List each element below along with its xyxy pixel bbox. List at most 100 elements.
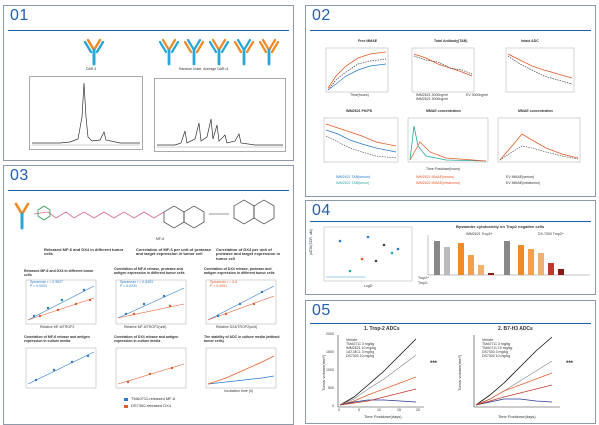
legend-mid-1: IMM2621 3000ng/ml: [416, 97, 448, 101]
legend-right-3: DS7300 3 mg/kg: [482, 350, 509, 354]
panel-02-number: 02: [312, 7, 331, 24]
bystander-bar-chart: [427, 235, 590, 276]
legend-left-1: TMA0711 3 mg/kg: [346, 342, 375, 346]
xlabel-left: Time Postdose(days): [364, 414, 402, 419]
bar-title: Bystander cytotoxicity on Trop2 negative…: [456, 224, 545, 229]
legend-left-4: DS7300 10 mg/kg: [346, 354, 375, 358]
sig-right: ***: [566, 361, 574, 367]
xlabel-right: Time Postdose(days): [498, 414, 536, 419]
ytick-4: 2000: [326, 332, 334, 336]
chart-title-free-mmae: Free MMAE: [358, 39, 378, 43]
chart-title-mmae-conc-1: MMAE concentration: [426, 109, 461, 113]
chart-title-tab: Total Antibody(TAB): [434, 39, 468, 43]
caption-right: Correlation of DX4 per unit of protease …: [216, 247, 281, 261]
legend-left-2: IMM2621 10 mg/kg: [346, 346, 376, 350]
legend-right-2: TMA0711 10 mg/kg: [482, 346, 513, 350]
chart-title-mmae-conc-2: MMAE concentration: [518, 109, 553, 113]
legend-left-3: 1A7-MCL 3 mg/kg: [346, 350, 375, 354]
subtitle-6: The stability of ADC in culture media (w…: [204, 335, 280, 343]
xlab-b: Relative MF-6/TROP2(unit): [124, 325, 167, 329]
legend-bottom-5: EV MMAE(intratumor): [506, 181, 541, 185]
panel-02-rule: [310, 30, 591, 31]
label-random-linker: Random linker, Average DAR=4: [179, 67, 229, 71]
panel-03: 03 MF-6 Released MF-6 and DX4 in differe…: [3, 165, 294, 425]
row-label-trop2pos: Trop2+: [418, 276, 430, 280]
panel-03-rule: [8, 190, 289, 191]
subtitle-1: Released MF-6 and DX4 in different tumor…: [24, 269, 94, 277]
stat-3: Spearman r = 0.8303: [120, 280, 153, 284]
xtick-l-3: 15: [397, 408, 401, 412]
caption-left: Released MF-6 and DX4 in different tumor…: [44, 247, 124, 257]
xlab-c: Relative DX4/TROP2(unit): [216, 325, 258, 329]
panel-05-rule: [310, 323, 591, 324]
legend-blue-swatch: [124, 398, 128, 401]
xlabel-row1: Time(hours): [350, 93, 369, 97]
ylabel-left: Tumor volume(mm³): [321, 354, 326, 391]
legend-right-4: DS7300 10 mg/kg: [482, 354, 511, 358]
stat-1: Spearman r = 0.9527: [30, 280, 63, 284]
legend-red: DS7300-released DX4: [131, 403, 172, 408]
panel-01: 01 DAR 4: [3, 5, 294, 161]
subtitle-3: Correlation of DX4 release, protease and…: [204, 267, 275, 275]
xtick-l-1: 5: [358, 408, 360, 412]
ylabel-right: Tumor volume(mm³): [457, 354, 462, 391]
panel-01-number: 01: [10, 7, 29, 24]
xtick-l-0: 0: [338, 408, 340, 412]
legend-right-0: Vehicle: [482, 338, 494, 342]
legend-blue: TMA0711-released MF-6: [131, 396, 176, 401]
chart-pkpd-row2: [323, 117, 581, 163]
sig-left: ***: [430, 361, 438, 367]
stat-2: P = 0.0001: [30, 284, 47, 288]
xtick-l-4: 20: [416, 408, 420, 412]
panel-04: 04 pIC50(SCR, uM) LogD Bystander cytotox…: [305, 200, 596, 295]
xtick-l-2: 10: [377, 408, 381, 412]
chromatogram-left: [29, 76, 143, 150]
xlab-a: Relative MF-6/TROP2: [40, 325, 75, 329]
panel-03-number: 03: [10, 167, 29, 184]
scatter-xlabel: LogD: [364, 284, 373, 288]
mf6-label: MF-6: [156, 237, 165, 241]
adc-structure-diagram: [14, 199, 275, 230]
row-label-trop2neg: Trop2-: [418, 281, 429, 285]
stat-5: Spearman r = 0.6: [210, 280, 238, 284]
panel-04-number: 04: [312, 202, 331, 219]
chart-title-intact-adc: Intact ADC: [521, 39, 539, 43]
panel-02: 02 Free MMAE Total Antibody(TAB) Intact …: [305, 5, 596, 197]
legend-right-1: TMA0711 3 mg/kg: [482, 342, 511, 346]
panel-05: 05 1. Trop-2 ADCs 2. B7-H3 ADCs Tumor vo…: [305, 300, 596, 424]
logd-scatter: [323, 226, 413, 282]
chart-title-trop2: 1. Trop-2 ADCs: [364, 326, 400, 332]
legend-left-0: Vehicle: [346, 338, 358, 342]
xlab-d: Incubation time (h): [224, 389, 253, 393]
legend-mid-2: EV 3000ng/ml: [466, 93, 488, 97]
chromatogram-right: [154, 78, 286, 152]
legend-bottom-3: IMM2621 TAB(tumor): [336, 181, 370, 185]
subtitle-2: Correlation of MF-6 release, protease an…: [114, 267, 185, 275]
panel-04-rule: [310, 221, 591, 222]
bar-group2: DX-7000 Trop2+: [538, 232, 564, 236]
legend-mid-0: IMM2621 3000ng/ml: [416, 93, 448, 97]
ytick-2: 1000: [326, 368, 334, 372]
subtitle-4: Correlation of MF-6 release and antigen …: [24, 335, 90, 343]
ytick-3: 1500: [326, 350, 334, 354]
panel-05-number: 05: [312, 302, 331, 319]
xlabel-row2: Time Postdose(hours): [426, 167, 461, 171]
bar-group1: IMM2621 Trop2+: [466, 232, 493, 236]
scatter-charts-row-a: [25, 279, 277, 325]
legend-bottom-4: IMM2621 MMAE(intratumor): [416, 181, 461, 185]
panel-01-rule: [8, 30, 289, 31]
stat-6: P = 0.0001: [210, 284, 227, 288]
antibody-icon-dar4: [83, 38, 105, 66]
caption-mid: Correlation of MF-6 per unit of protease…: [136, 247, 212, 257]
tumor-volume-charts: [337, 335, 560, 408]
antibody-icons-random: [158, 38, 280, 66]
ytick-1: 500: [328, 386, 334, 390]
legend-bottom-0: IMM2621 TAB(serum): [336, 175, 371, 179]
chart-title-pkpd: IMM2621 PK/PD: [346, 109, 373, 113]
legend-bottom-1: IMM2621 MMAE(serum): [416, 175, 455, 179]
legend-red-swatch: [124, 405, 128, 408]
stat-4: P = 0.0231: [120, 284, 137, 288]
subtitle-5: Correlation of DX4 release and antigen e…: [114, 335, 179, 343]
legend-bottom-2: EV MMAE(serum): [506, 175, 535, 179]
scatter-charts-row-b: [25, 347, 277, 389]
